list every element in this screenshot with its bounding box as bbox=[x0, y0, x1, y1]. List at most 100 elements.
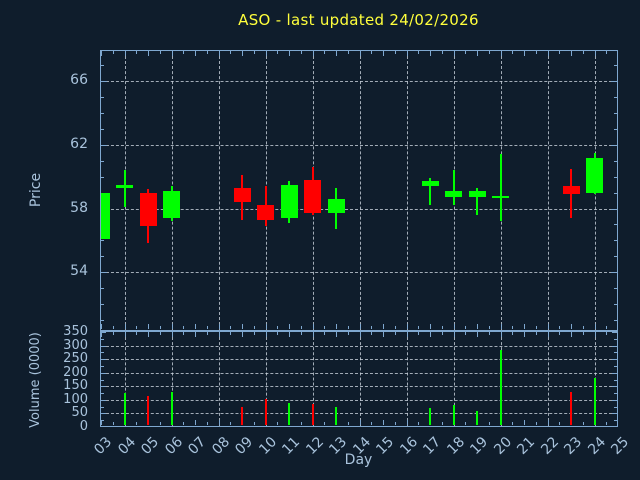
x-tickmark bbox=[112, 51, 114, 54]
price-gridline-horizontal bbox=[101, 208, 617, 210]
x-tickmark bbox=[159, 332, 161, 335]
price-y-tickmark bbox=[101, 256, 104, 258]
x-tickmark bbox=[394, 422, 396, 425]
x-tickmark bbox=[535, 51, 537, 54]
x-tickmark bbox=[441, 332, 443, 335]
x-tickmark bbox=[230, 332, 232, 335]
x-tickmark bbox=[430, 332, 431, 337]
x-tickmark bbox=[218, 51, 220, 56]
candle-wick-day-17 bbox=[429, 178, 431, 206]
x-tickmark bbox=[547, 51, 549, 56]
volume-y-tickmark bbox=[101, 338, 104, 340]
x-tickmark bbox=[571, 332, 572, 337]
volume-y-tickmark bbox=[101, 386, 106, 388]
volume-gridline-horizontal bbox=[101, 413, 617, 415]
x-tickmark bbox=[371, 332, 373, 335]
volume-y-tickmark bbox=[614, 338, 617, 340]
volume-bar-day-18 bbox=[452, 405, 455, 425]
x-tickmark bbox=[512, 422, 514, 425]
x-tickmark bbox=[582, 326, 584, 329]
x-tickmark bbox=[183, 422, 185, 425]
x-tickmark bbox=[488, 51, 490, 54]
x-tickmark bbox=[559, 332, 561, 335]
price-y-tickmark bbox=[614, 97, 617, 99]
x-tickmark bbox=[547, 332, 549, 337]
volume-tick-label: 150 bbox=[63, 378, 88, 394]
candle-body-day-09 bbox=[233, 187, 251, 203]
candle-body-day-04 bbox=[116, 184, 133, 188]
volume-bar-day-05 bbox=[147, 395, 149, 425]
x-tickmark bbox=[559, 51, 561, 54]
x-tickmark bbox=[465, 422, 467, 425]
x-tickmark bbox=[324, 332, 326, 335]
x-tickmark bbox=[112, 332, 114, 335]
price-y-tickmark bbox=[101, 288, 104, 290]
x-tickmark bbox=[253, 326, 255, 329]
x-tickmark bbox=[559, 422, 561, 425]
price-y-tickmark bbox=[101, 81, 107, 83]
price-y-tickmark bbox=[614, 224, 617, 226]
x-tickmark bbox=[183, 51, 185, 54]
price-y-tickmark bbox=[614, 113, 617, 115]
x-tickmark bbox=[524, 420, 525, 425]
x-tickmark bbox=[394, 51, 396, 54]
x-tickmark bbox=[594, 332, 596, 337]
x-tickmark bbox=[606, 422, 608, 425]
x-tickmark bbox=[406, 420, 408, 425]
x-tickmark bbox=[289, 332, 290, 337]
x-tickmark bbox=[324, 422, 326, 425]
x-tickmark bbox=[418, 326, 420, 329]
candle-body-day-17 bbox=[421, 181, 439, 187]
volume-y-tickmark bbox=[101, 420, 104, 422]
price-y-tickmark bbox=[614, 176, 617, 178]
x-tickmark bbox=[159, 422, 161, 425]
x-tickmark bbox=[347, 332, 349, 335]
x-tickmark bbox=[171, 51, 173, 56]
x-tickmark bbox=[324, 51, 326, 54]
price-y-tickmark bbox=[101, 176, 104, 178]
volume-bar-day-10 bbox=[264, 398, 267, 425]
price-y-tickmark bbox=[101, 319, 104, 321]
volume-gridline-vertical bbox=[265, 332, 267, 426]
x-tickmark bbox=[101, 51, 102, 56]
x-tickmark bbox=[359, 332, 361, 337]
x-tickmark bbox=[148, 332, 149, 337]
x-tickmark bbox=[101, 332, 102, 337]
price-y-tickmark bbox=[611, 208, 617, 210]
volume-y-tickmark bbox=[612, 413, 617, 415]
x-tickmark bbox=[594, 51, 596, 56]
price-y-tickmark bbox=[101, 65, 104, 67]
volume-y-tickmark bbox=[614, 393, 617, 395]
volume-y-tickmark bbox=[101, 372, 106, 374]
x-tickmark bbox=[453, 51, 455, 56]
x-tickmark bbox=[418, 332, 420, 335]
volume-gridline-vertical bbox=[406, 332, 408, 426]
x-tickmark bbox=[206, 326, 208, 329]
x-tickmark bbox=[230, 51, 232, 54]
candle-body-day-23 bbox=[562, 186, 580, 195]
x-tickmark bbox=[547, 324, 549, 329]
x-tickmark bbox=[371, 51, 373, 54]
volume-chart-panel bbox=[100, 331, 618, 427]
x-tickmark bbox=[559, 326, 561, 329]
x-tickmark bbox=[441, 326, 443, 329]
volume-gridline-horizontal bbox=[101, 386, 617, 388]
volume-y-tickmark bbox=[614, 406, 617, 408]
x-tickmark bbox=[535, 326, 537, 329]
x-tickmark bbox=[371, 422, 373, 425]
x-tickmark bbox=[195, 51, 196, 56]
x-tickmark bbox=[159, 51, 161, 54]
x-tickmark bbox=[324, 326, 326, 329]
volume-bar-day-23 bbox=[570, 391, 572, 425]
x-tickmark bbox=[441, 51, 443, 54]
volume-tick-label: 100 bbox=[63, 391, 88, 407]
x-tickmark bbox=[500, 324, 502, 329]
volume-y-tickmark bbox=[101, 359, 106, 361]
price-tick-label: 54 bbox=[70, 263, 88, 280]
x-tickmark bbox=[606, 332, 608, 335]
x-tickmark bbox=[535, 422, 537, 425]
x-tickmark bbox=[230, 326, 232, 329]
price-y-tickmark bbox=[614, 319, 617, 321]
volume-tick-label: 300 bbox=[63, 337, 88, 353]
price-gridline-vertical bbox=[547, 51, 549, 330]
